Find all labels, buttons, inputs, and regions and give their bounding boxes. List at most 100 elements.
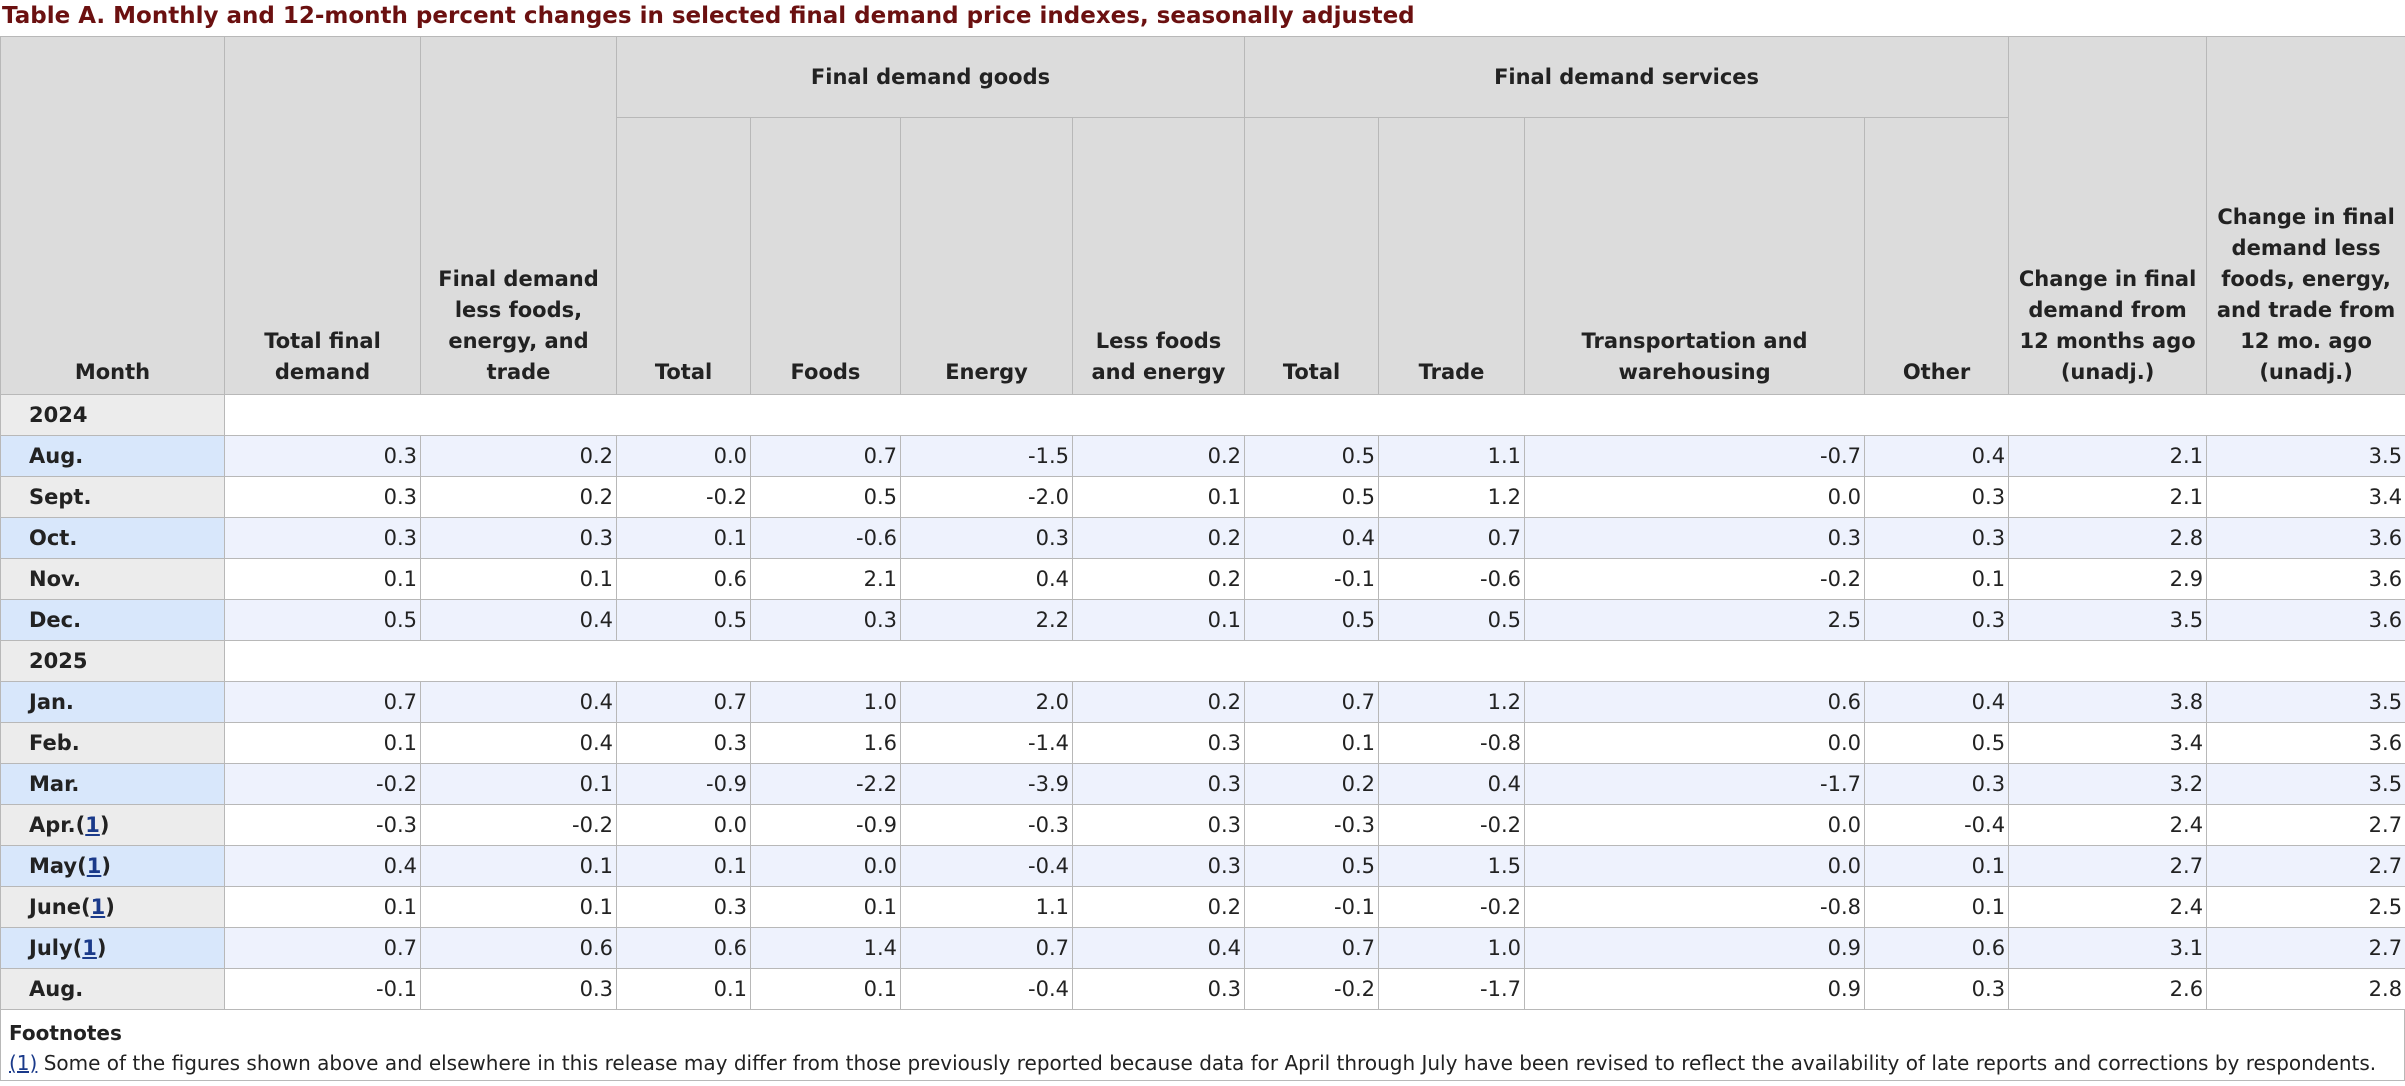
table-cell: 0.0 xyxy=(1524,722,1866,764)
row-month: Aug. xyxy=(0,435,225,477)
table-cell: 0.4 xyxy=(1071,927,1246,969)
table-cell: 0.1 xyxy=(420,558,617,600)
table-cell: 0.4 xyxy=(420,722,617,764)
footnotes-title: Footnotes xyxy=(9,1021,122,1045)
table-cell: 0.4 xyxy=(224,845,421,887)
table-cell: 3.4 xyxy=(2206,476,2405,518)
row-month-label: Dec. xyxy=(29,608,82,632)
row-month: May(1) xyxy=(0,845,225,887)
table-cell: 0.4 xyxy=(1244,517,1380,559)
table-cell: 0.7 xyxy=(900,927,1073,969)
table-cell: 2.7 xyxy=(2008,845,2208,887)
row-month-label: Apr. xyxy=(29,813,76,837)
table-cell: 3.6 xyxy=(2206,599,2405,641)
row-month: Dec. xyxy=(0,599,225,641)
table-cell: 2.1 xyxy=(750,558,901,600)
table-cell: 1.4 xyxy=(750,927,901,969)
header-goods-energy: Energy xyxy=(900,117,1073,395)
footnote-link[interactable]: 1 xyxy=(82,936,97,960)
table-cell: -0.2 xyxy=(1378,804,1526,846)
table-row: Mar. -0.2 0.1 -0.9 -2.2 -3.9 0.3 0.2 0.4 -1.7 0.3 3… xyxy=(0,763,2405,805)
table-cell: 0.4 xyxy=(1864,435,2010,477)
year-row: 2025 xyxy=(0,640,2405,682)
table-cell: 0.3 xyxy=(616,886,751,928)
table-cell: 1.2 xyxy=(1378,681,1526,723)
table-cell: 2.6 xyxy=(2008,968,2208,1010)
row-month: Sept. xyxy=(0,476,225,518)
table-cell: 0.3 xyxy=(1071,968,1246,1010)
header-goods-total: Total xyxy=(616,117,751,395)
table-cell: 2.1 xyxy=(2008,435,2208,477)
table-cell: 2.5 xyxy=(1524,599,1866,641)
table-cell: -0.1 xyxy=(1244,886,1380,928)
table-cell: 0.3 xyxy=(1071,722,1246,764)
table-cell: 0.3 xyxy=(900,517,1073,559)
table-cell: 0.1 xyxy=(616,517,751,559)
table-cell: 0.1 xyxy=(616,845,751,887)
table-cell: 0.1 xyxy=(1864,886,2010,928)
table-row: Apr.(1) -0.3 -0.2 0.0 -0.9 -0.3 0.3 -0.3 -0.2 0.0… xyxy=(0,804,2405,846)
table-cell: 3.2 xyxy=(2008,763,2208,805)
table-cell: 2.0 xyxy=(900,681,1073,723)
table-cell: 0.3 xyxy=(224,476,421,518)
row-month-label: May xyxy=(29,854,78,878)
header-services-transportation: Transportation and warehousing xyxy=(1524,117,1866,395)
row-month: Oct. xyxy=(0,517,225,559)
table-cell: -0.7 xyxy=(1524,435,1866,477)
table-row: Sept. 0.3 0.2 -0.2 0.5 -2.0 0.1 0.5 1.2 0.0 0.3 2.1… xyxy=(0,476,2405,518)
footnote-link[interactable]: 1 xyxy=(90,895,106,919)
table-cell: -2.0 xyxy=(900,476,1073,518)
table-cell: 0.3 xyxy=(1864,517,2010,559)
table-cell: 0.2 xyxy=(420,435,617,477)
table-cell: 2.5 xyxy=(2206,886,2405,928)
year-label: 2025 xyxy=(0,640,225,682)
table-cell: 0.1 xyxy=(1071,476,1246,518)
table-cell: 0.5 xyxy=(616,599,751,641)
table-cell: -0.6 xyxy=(1378,558,1526,600)
header-change-12m-core: Change in final demand less foods, energ… xyxy=(2206,36,2405,395)
footnote-link[interactable]: 1 xyxy=(85,813,100,837)
table-cell: -0.2 xyxy=(616,476,751,518)
year-row: 2024 xyxy=(0,394,2405,436)
table-cell: 0.6 xyxy=(616,558,751,600)
table-cell: 0.3 xyxy=(1864,763,2010,805)
table-cell: 3.5 xyxy=(2206,763,2405,805)
header-goods-less-foods-energy: Less foods and energy xyxy=(1071,117,1246,395)
table-cell: 2.4 xyxy=(2008,804,2208,846)
table-cell: 0.2 xyxy=(1071,886,1246,928)
table-cell: 3.4 xyxy=(2008,722,2208,764)
table-cell: 2.1 xyxy=(2008,476,2208,518)
table-cell: 0.5 xyxy=(1244,435,1380,477)
table-cell: 0.5 xyxy=(1244,599,1380,641)
table-cell: 1.2 xyxy=(1378,476,1526,518)
footnote-1-text: Some of the figures shown above and else… xyxy=(37,1051,2377,1075)
row-month-label: Oct. xyxy=(29,526,78,550)
table-cell: -0.1 xyxy=(224,968,421,1010)
table-row: Oct. 0.3 0.3 0.1 -0.6 0.3 0.2 0.4 0.7 0.3 0.3 2.8 3.… xyxy=(0,517,2405,559)
table-cell: 0.7 xyxy=(1244,681,1380,723)
table-cell: 0.1 xyxy=(420,845,617,887)
table-row: Jan. 0.7 0.4 0.7 1.0 2.0 0.2 0.7 1.2 0.6 0.4 3.8 3.5 xyxy=(0,681,2405,723)
table-row: July(1) 0.7 0.6 0.6 1.4 0.7 0.4 0.7 1.0 0.9 0.6 3.1… xyxy=(0,927,2405,969)
table-cell: -1.4 xyxy=(900,722,1073,764)
table-cell: 3.8 xyxy=(2008,681,2208,723)
table-cell: 0.3 xyxy=(750,599,901,641)
header-services-group: Final demand services xyxy=(1244,36,2010,118)
row-month: Feb. xyxy=(0,722,225,764)
table-cell: -1.7 xyxy=(1524,763,1866,805)
table-cell: 0.1 xyxy=(420,886,617,928)
table-cell: -0.8 xyxy=(1524,886,1866,928)
table-cell: 0.3 xyxy=(224,517,421,559)
table-cell: 3.5 xyxy=(2206,681,2405,723)
table-cell: 0.6 xyxy=(616,927,751,969)
row-month-label: Jan. xyxy=(29,690,74,714)
footnote-1: (1) Some of the figures shown above and … xyxy=(9,1048,2396,1078)
table-cell: 1.1 xyxy=(1378,435,1526,477)
table-cell: 1.5 xyxy=(1378,845,1526,887)
footnote-link[interactable]: 1 xyxy=(86,854,102,878)
table-cell: -0.9 xyxy=(616,763,751,805)
header-goods-group: Final demand goods xyxy=(615,36,1246,118)
footnote-1-marker[interactable]: (1) xyxy=(9,1051,38,1075)
year-row-filler xyxy=(223,394,2405,436)
table-cell: 0.4 xyxy=(900,558,1073,600)
